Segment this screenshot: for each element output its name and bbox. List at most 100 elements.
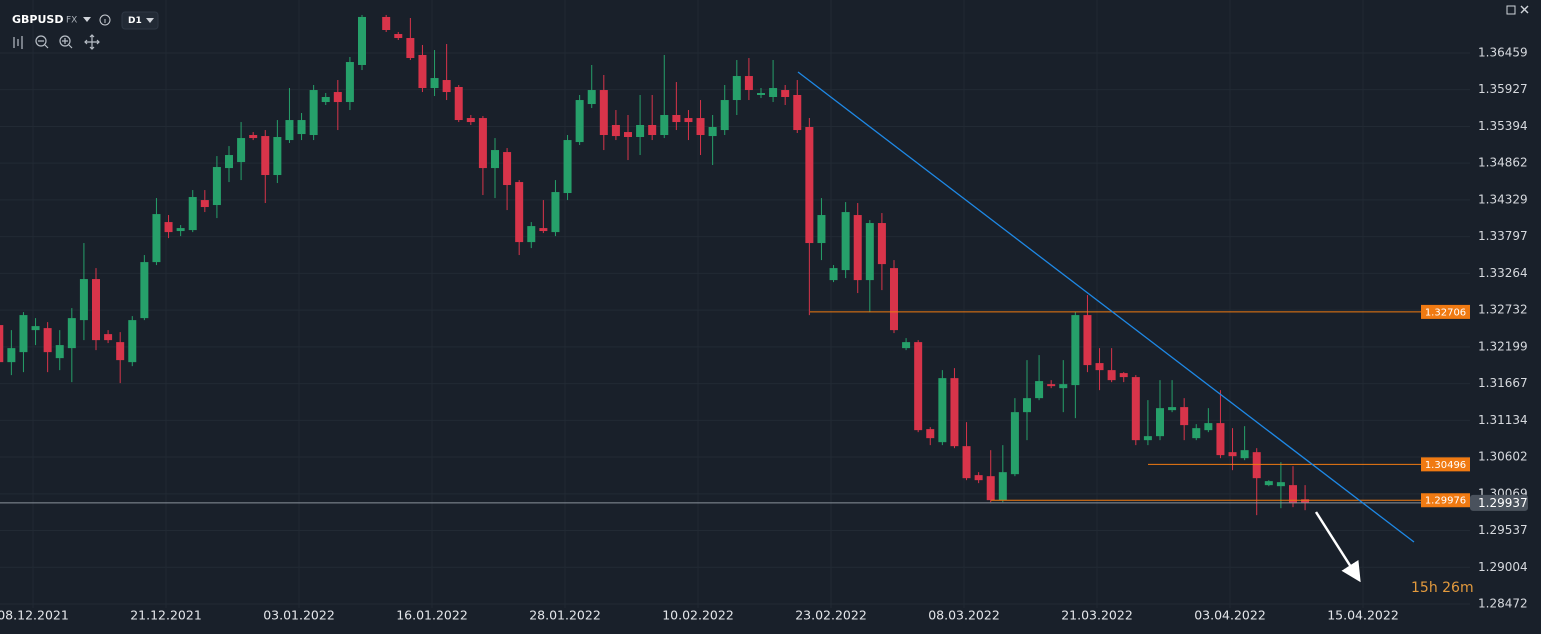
candle-body [345,62,354,103]
candle-body [539,228,548,232]
candle-body [321,96,330,103]
candle-body [853,215,862,281]
candle-body [611,125,620,137]
candle-body [1071,315,1080,386]
candle-body [708,127,717,137]
candle-body [1022,398,1031,413]
current-price-box [1470,494,1528,511]
candle-body [551,192,560,233]
candle-body [188,197,197,231]
candle-body [357,16,366,65]
axes: 1.36459 1.35927 1.35394 1.34862 1.34329 1.337… [0,45,1528,623]
timeframe-box[interactable] [121,11,159,30]
candle-body [1288,485,1297,504]
candle-body [79,279,88,321]
candle-body [1252,452,1261,479]
dropdown-icon[interactable] [83,17,91,22]
candle-body [793,94,802,131]
window-controls [1506,5,1529,15]
level-label-box [1421,493,1470,508]
level-label-box [1421,457,1470,472]
candle-body [1216,423,1225,456]
candle-body [273,137,282,176]
y-tick-label: 1.34862 [1478,156,1528,170]
y-tick-label: 1.33264 [1478,266,1528,280]
candle-body [430,78,439,89]
maximize-icon[interactable] [1506,5,1516,15]
y-tick-label: 1.29537 [1478,523,1528,537]
candle-body [140,262,149,319]
candle-body [636,125,645,138]
level-label: 1.32706 [1425,307,1466,318]
candle-body [1010,412,1019,475]
candle-body [128,320,137,363]
chart-type-icon[interactable] [13,36,23,49]
candle-body [756,92,765,95]
candle-body [418,54,427,89]
candle-body [92,279,101,341]
candle-body [261,136,270,176]
close-icon[interactable] [1520,5,1529,14]
y-tick-label: 1.35394 [1478,119,1528,133]
candle-body [877,223,886,265]
candle-body [744,76,753,91]
timeframe[interactable]: D1 [128,16,142,26]
candle-body [1264,481,1273,486]
current-price-label: 1.29937 [1478,496,1528,510]
candle-body [696,118,705,136]
candle-body [575,100,584,143]
candle-body [805,127,814,244]
info-icon[interactable] [99,14,111,26]
y-tick-label: 1.35927 [1478,82,1528,96]
x-tick-label: 23.02.2022 [795,608,867,623]
y-tick-label: 1.30602 [1478,450,1528,464]
candle-body [563,140,572,194]
candle-body [224,155,233,169]
candle-body [672,115,681,123]
candle-body [43,328,52,353]
x-tick-label: 15.04.2022 [1327,608,1399,623]
zoom-out-mark [38,40,49,49]
candle-body [1192,428,1201,439]
zoom-in-icon[interactable] [59,35,71,47]
candle-body [382,16,391,31]
candle-body [466,118,475,123]
symbol[interactable]: GBPUSD [12,13,63,26]
y-tick-label: 1.29004 [1478,560,1528,574]
candle-body [527,226,536,243]
y-tick-label: 1.34329 [1478,192,1528,206]
candle-body [841,212,850,271]
candle-body [116,342,125,361]
candle-body [55,345,64,359]
candle-body [406,38,415,59]
candle-body [478,118,487,169]
candle-body [1180,407,1189,426]
candle-body [865,223,874,281]
zoom-out-icon[interactable] [35,35,47,47]
candle-body [1276,482,1285,487]
candle-body [333,92,342,103]
zoom-in-mark [62,38,73,49]
candle-body [297,120,306,135]
candle-body [914,342,923,431]
trend-line [797,71,1415,543]
y-tick-label: 1.36459 [1478,45,1528,59]
candle-body [1047,384,1056,387]
candle-body [732,76,741,101]
candle-body [490,150,499,169]
candle-body [309,90,318,136]
candle-body [889,268,898,331]
candle-body [599,90,608,136]
x-tick-label: 16.01.2022 [396,608,468,623]
pan-icon[interactable] [84,34,100,50]
level-label-box [1421,304,1470,319]
x-tick-label: 08.03.2022 [928,608,1000,623]
market: FX [66,16,77,26]
candle-body [902,342,911,349]
y-tick-label: 1.32199 [1478,339,1528,353]
candle-body [164,222,173,233]
x-tick-label: 28.01.2022 [529,608,601,623]
candle-body [503,152,512,186]
level-label: 1.29976 [1425,496,1466,507]
dropdown-icon[interactable] [146,18,154,23]
